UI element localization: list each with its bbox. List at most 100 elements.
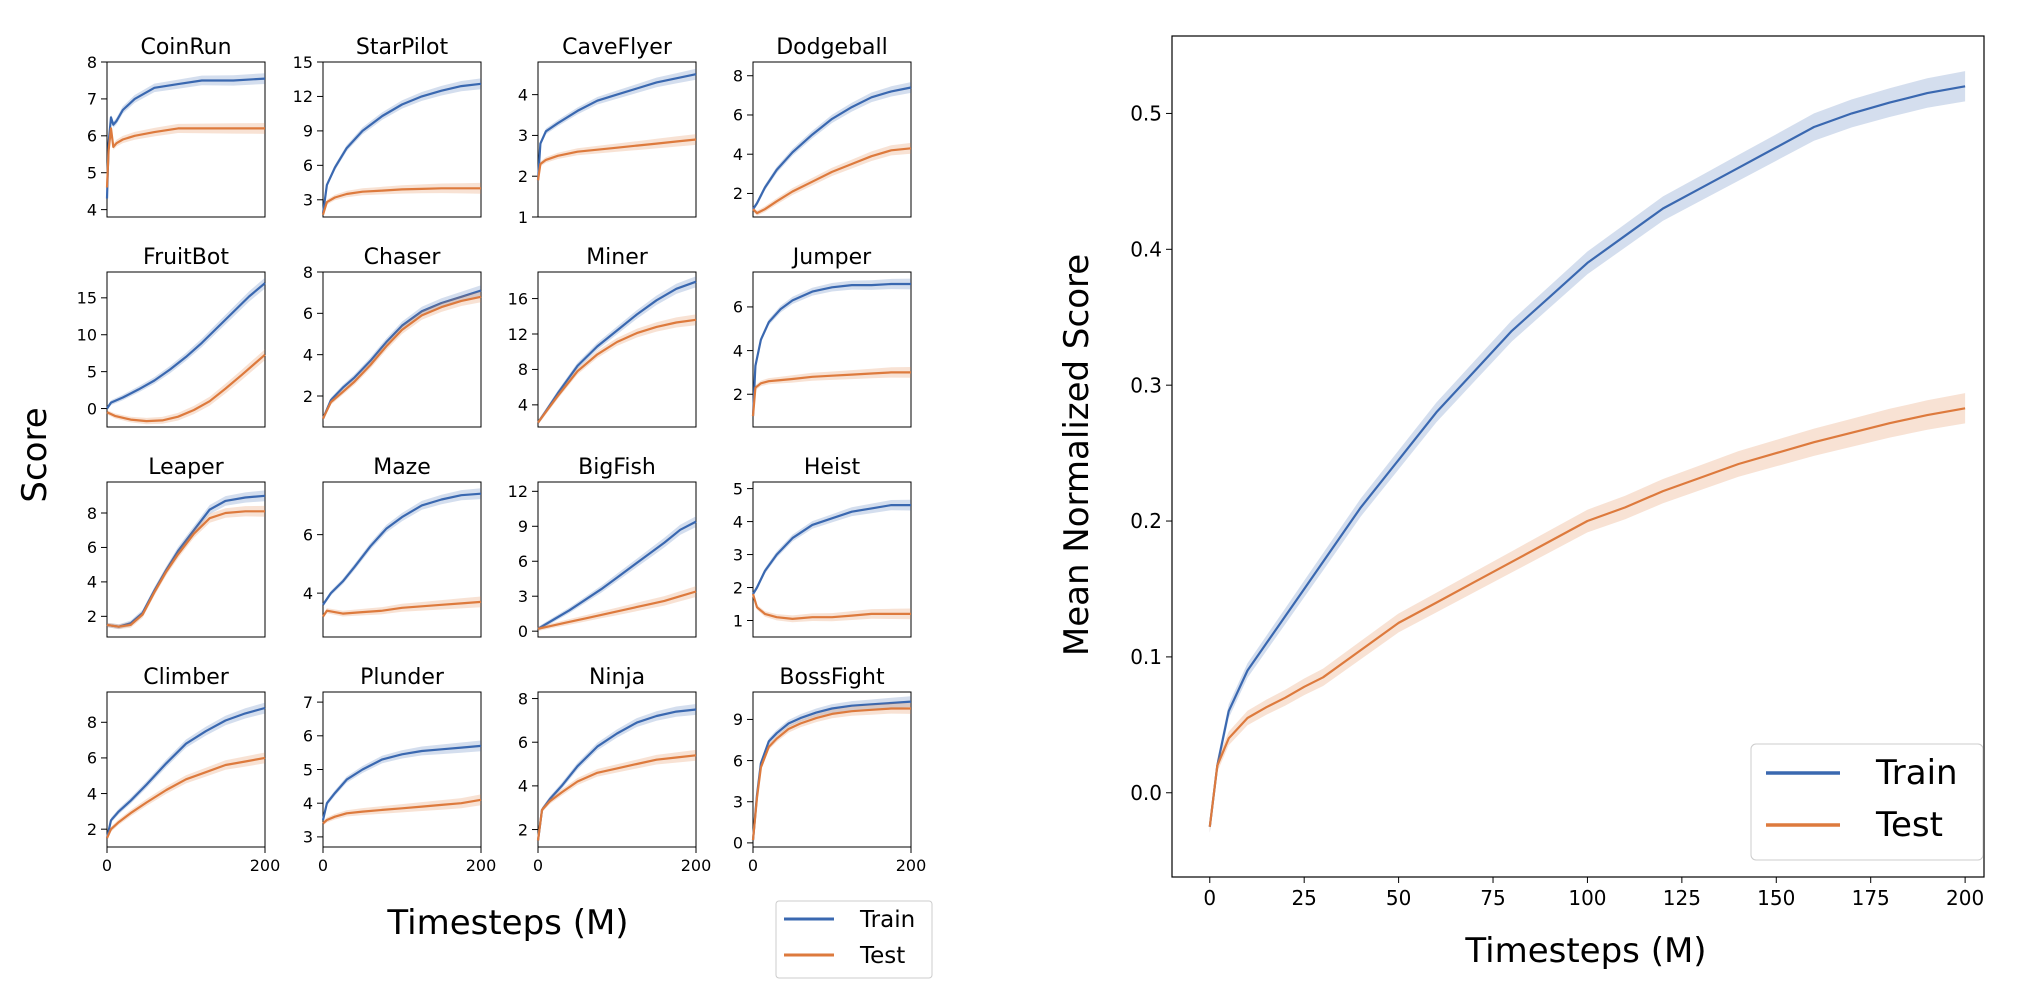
series-line-train: [752, 86, 912, 210]
y-tick-label: 2: [518, 820, 528, 839]
subplot-title: Heist: [804, 455, 861, 480]
confidence-band-train: [538, 68, 696, 183]
y-tick-label: 6: [303, 156, 313, 175]
left-xlabel: Timesteps (M): [386, 903, 628, 943]
confidence-band-train: [323, 740, 481, 823]
subplot-title: CaveFlyer: [562, 35, 673, 60]
plot-frame: [106, 271, 266, 428]
confidence-band-train: [538, 704, 696, 843]
series-line-test: [752, 147, 912, 215]
y-tick-label: 12: [508, 325, 528, 344]
y-tick-label: 3: [733, 545, 743, 564]
confidence-band-test: [753, 703, 911, 843]
y-tick-label: 6: [733, 298, 743, 317]
right-ylabel: Mean Normalized Score: [1057, 254, 1097, 656]
y-tick-label: 2: [733, 385, 743, 404]
y-tick-label: 2: [518, 167, 528, 186]
charts-layer: CoinRun45678StarPilot3691215CaveFlyer123…: [77, 35, 1985, 910]
y-tick-label: 4: [733, 512, 743, 531]
y-tick-label: 12: [508, 482, 528, 501]
y-tick-label: 4: [733, 341, 743, 360]
y-tick-label: 6: [87, 749, 97, 768]
y-tick-label: 4: [87, 784, 97, 803]
series-line-test: [322, 798, 482, 825]
y-tick-label: 6: [303, 304, 313, 323]
right-legend: Train Test: [1750, 743, 1984, 861]
x-tick-label: 200: [466, 856, 497, 875]
y-tick-label: 8: [87, 713, 97, 732]
y-tick-label: 6: [87, 127, 97, 146]
x-tick-label: 200: [896, 856, 927, 875]
series-line-train: [321, 289, 482, 420]
y-tick-label: 8: [87, 53, 97, 72]
plot-frame: [322, 271, 482, 428]
subplot-jumper: Jumper 2 4 6: [733, 245, 912, 428]
subplot-miner: Miner 4 8 12 16: [508, 245, 697, 428]
confidence-band-train: [323, 78, 481, 216]
series-line-train: [105, 706, 266, 839]
x-tick-label: 200: [1946, 886, 1984, 910]
y-tick-label: 4: [303, 584, 313, 603]
y-tick-label: 4: [733, 145, 743, 164]
y-tick-label: 12: [293, 87, 313, 106]
left-ylabel: Score: [15, 407, 55, 502]
y-tick-label: 5: [303, 760, 313, 779]
y-tick-label: 15: [77, 289, 97, 308]
y-tick-label: 0.5: [1130, 102, 1162, 126]
series-line-test: [322, 600, 482, 618]
plot-frame: [106, 691, 266, 848]
y-tick-label: 0.3: [1130, 373, 1162, 397]
y-tick-label: 1: [518, 208, 528, 227]
x-tick-label: 0: [1203, 886, 1216, 910]
y-tick-label: 4: [303, 794, 313, 813]
subplot-starpilot: StarPilot 3 6 9 12 15: [293, 35, 482, 218]
y-tick-label: 8: [518, 360, 528, 379]
y-tick-label: 9: [303, 122, 313, 141]
series-line-test: [536, 138, 697, 181]
y-tick-label: 6: [733, 106, 743, 125]
y-tick-label: 5: [733, 479, 743, 498]
subplot-title: Ninja: [589, 665, 645, 690]
confidence-band-train: [753, 82, 911, 212]
x-tick-label: 200: [250, 856, 281, 875]
x-tick-label: 200: [681, 856, 712, 875]
confidence-band-train: [1209, 71, 1966, 833]
y-tick-label: 0.1: [1130, 645, 1162, 669]
series-line-test: [106, 353, 266, 423]
confidence-band-train: [538, 516, 696, 631]
series-line-test: [751, 707, 911, 841]
y-tick-label: 7: [87, 90, 97, 109]
series-line-train: [752, 504, 911, 595]
subplot-bigfish: BigFish 0 3 6 9 12: [508, 455, 697, 641]
y-tick-label: 3: [518, 126, 528, 145]
series-line-train: [537, 280, 697, 424]
subplot-title: Jumper: [791, 245, 872, 270]
left-legend: Train Test: [775, 900, 933, 979]
confidence-band-test: [323, 291, 481, 421]
plot-frame: [537, 691, 697, 848]
x-tick-label: 0: [102, 856, 112, 875]
y-tick-label: 0.4: [1130, 238, 1162, 262]
plot-frame: [752, 61, 912, 218]
confidence-band-train: [107, 702, 265, 841]
series-line-test: [106, 510, 265, 628]
series-line-train: [751, 700, 912, 841]
series-line-train: [536, 73, 697, 181]
y-tick-label: 0: [87, 399, 97, 418]
plot-frame: [752, 691, 912, 848]
y-tick-label: 8: [518, 689, 528, 708]
x-tick-label: 125: [1663, 886, 1701, 910]
series-line-train: [106, 282, 266, 410]
confidence-band-test: [538, 134, 696, 183]
subplot-leaper: Leaper 2 4 6 8: [87, 455, 266, 638]
subplot-fruitbot: FruitBot 0 5 10 15: [77, 245, 266, 428]
y-tick-label: 4: [518, 85, 528, 104]
y-tick-label: 6: [518, 733, 528, 752]
y-tick-label: 0: [733, 834, 743, 853]
y-tick-label: 6: [733, 751, 743, 770]
plot-frame: [752, 271, 912, 428]
subplot-title: Plunder: [360, 665, 445, 690]
series-line-test: [321, 187, 481, 216]
y-tick-label: 2: [87, 607, 97, 626]
subplot-maze: Maze 4 6: [303, 455, 482, 638]
